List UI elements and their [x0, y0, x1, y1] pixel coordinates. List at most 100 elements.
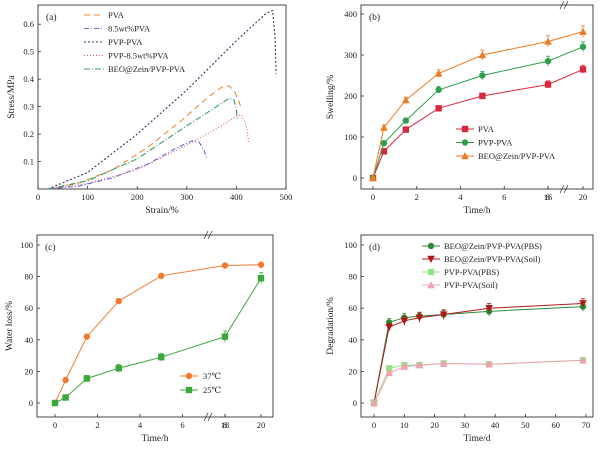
x-tick-label: 16: [544, 192, 553, 202]
axis-break-mark: [207, 230, 213, 240]
data-point: [83, 333, 91, 340]
y-tick-label: 20: [349, 366, 358, 376]
data-point: [400, 317, 409, 325]
legend-label: 8.5wt%PVA: [108, 24, 151, 34]
x-tick-label: 40: [491, 420, 500, 430]
y-tick-label: 0: [353, 398, 357, 408]
legend-marker: [427, 268, 435, 276]
x-tick-label: 20: [579, 192, 588, 202]
data-point: [485, 360, 493, 368]
x-tick-label: 300: [180, 192, 193, 202]
legend-label: PVP-8.5wt%PVA: [108, 51, 169, 61]
data-point: [435, 86, 442, 94]
x-tick-label: 70: [582, 420, 591, 430]
data-point: [257, 261, 265, 268]
x-tick-label: 2: [415, 192, 419, 202]
plot-frame: [360, 234, 594, 418]
series-line: [47, 85, 242, 190]
axis-break-mark: [563, 0, 569, 10]
data-point: [402, 96, 410, 104]
x-axis-label: Time/h: [141, 434, 168, 444]
data-point: [115, 365, 122, 372]
data-point: [385, 323, 393, 332]
series-line: [47, 97, 238, 190]
y-tick-label: 300: [344, 50, 357, 60]
legend-label: PVP-PVA(PBS): [444, 267, 499, 277]
data-point: [439, 311, 448, 319]
y-tick-label: 100: [344, 132, 357, 142]
data-point: [62, 394, 69, 401]
series-line: [54, 277, 262, 404]
data-point: [479, 92, 486, 100]
legend-label: PVP-PVA: [108, 37, 143, 47]
legend-label: PVP-PVA: [478, 138, 513, 148]
legend-marker: [461, 139, 469, 146]
series-line: [47, 114, 250, 190]
x-tick-label: 30: [461, 420, 470, 430]
plot-frame: [360, 4, 594, 190]
data-point: [579, 300, 587, 308]
data-point: [380, 148, 388, 155]
data-point: [385, 365, 393, 372]
x-tick-label: 6: [502, 192, 506, 202]
y-tick-label: 100: [344, 240, 357, 250]
legend-marker: [427, 281, 435, 289]
legend-label: 37℃: [203, 371, 221, 381]
y-axis-label: Stress/MPa: [7, 75, 17, 119]
legend-marker: [427, 242, 435, 250]
data-point: [400, 362, 409, 370]
data-point: [380, 139, 388, 147]
data-point: [579, 27, 587, 35]
legend-label: PVP-PVA(Soil): [444, 280, 498, 290]
x-tick-label: 4: [458, 192, 463, 202]
x-tick-label: 0: [53, 420, 57, 430]
series-line: [47, 9, 277, 190]
data-point: [544, 57, 552, 65]
x-tick-label: 10: [400, 420, 409, 430]
plot-frame: [36, 234, 274, 418]
data-point: [485, 305, 493, 313]
data-point: [221, 262, 229, 269]
data-point: [83, 375, 91, 382]
x-tick-label: 0: [371, 192, 375, 202]
y-tick-label: 20: [25, 366, 34, 376]
panel-label: (b): [369, 12, 380, 23]
x-tick-label: 0: [372, 420, 376, 430]
data-point: [370, 399, 378, 407]
data-point: [439, 359, 448, 367]
y-axis-label: Degradation/%: [326, 297, 336, 355]
x-tick-label: 500: [280, 192, 293, 202]
data-point: [385, 368, 393, 377]
data-point: [478, 51, 487, 59]
legend-label: BEO@Zein/PVP-PVA(Soil): [444, 254, 541, 264]
axis-break-mark: [559, 0, 565, 10]
data-point: [257, 274, 265, 282]
x-tick-label: 50: [521, 420, 530, 430]
data-point: [221, 333, 229, 340]
x-tick-label: 60: [551, 420, 560, 430]
axis-break-mark: [203, 412, 209, 422]
x-tick-label: 400: [230, 192, 243, 202]
data-point: [115, 297, 122, 305]
x-tick-label: 6: [180, 420, 184, 430]
legend-marker: [185, 386, 193, 394]
x-tick-label: 18: [221, 420, 230, 430]
data-point: [579, 43, 587, 50]
x-tick-label: 8: [546, 192, 550, 202]
data-point: [544, 37, 552, 45]
panel-label: (c): [45, 242, 56, 253]
y-tick-label: 0: [353, 173, 357, 183]
y-tick-label: 0.6: [23, 19, 34, 29]
y-tick-label: 80: [25, 272, 34, 282]
y-tick-label: 0.1: [23, 157, 34, 167]
legend-marker: [461, 125, 469, 133]
axis-break-mark: [207, 412, 213, 422]
x-axis-label: Strain/%: [145, 206, 178, 216]
data-point: [402, 126, 410, 133]
axis-break-mark: [559, 184, 565, 194]
data-point: [415, 314, 424, 322]
data-point: [62, 376, 69, 384]
legend-label: 25℃: [203, 385, 221, 395]
data-point: [380, 123, 388, 131]
data-point: [544, 81, 552, 88]
